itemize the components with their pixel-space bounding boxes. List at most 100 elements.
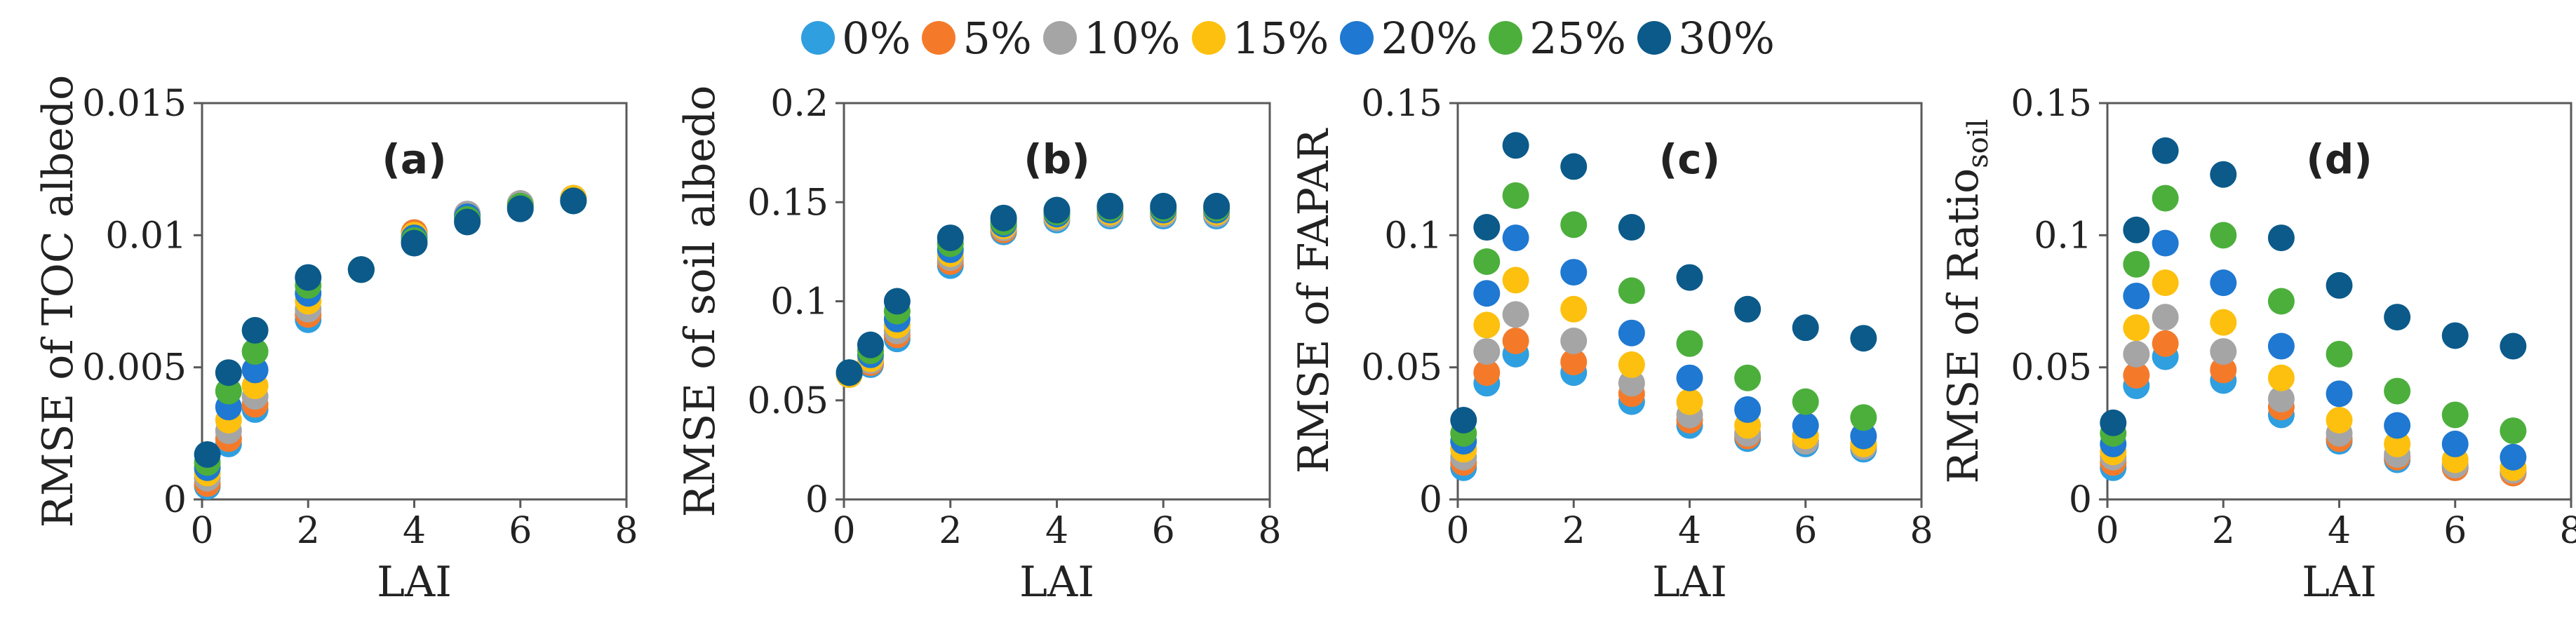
data-point <box>2500 417 2527 445</box>
legend-label-20: 20% <box>1381 12 1478 64</box>
data-point <box>560 187 587 215</box>
data-point <box>2441 430 2469 457</box>
data-point <box>1560 259 1588 286</box>
x-axis-label: LAI <box>1019 558 1094 607</box>
data-point <box>1560 328 1588 354</box>
y-tick-label: 0.15 <box>1361 83 1442 125</box>
data-point <box>1676 388 1703 415</box>
data-point <box>1502 182 1529 209</box>
x-tick-label: 6 <box>1794 510 1817 552</box>
x-tick-label: 0 <box>832 510 855 552</box>
x-tick-label: 8 <box>1258 510 1281 552</box>
x-tick-label: 4 <box>403 510 426 552</box>
data-point <box>1792 388 1819 415</box>
data-point <box>2152 184 2179 212</box>
data-point <box>2123 216 2150 243</box>
y-axis-label-text: RMSE of TOC albedo <box>34 75 83 528</box>
panel-label: (b) <box>1024 135 1090 183</box>
data-point <box>2384 412 2411 439</box>
data-point <box>241 338 269 365</box>
x-tick-label: 0 <box>190 510 213 552</box>
x-tick-label: 8 <box>615 510 638 552</box>
x-tick-label: 0 <box>1446 510 1469 552</box>
data-point <box>1473 311 1501 339</box>
data-point <box>1560 153 1588 180</box>
data-point <box>1473 280 1501 307</box>
data-point <box>1734 295 1762 323</box>
data-point <box>2123 340 2150 368</box>
x-tick-label: 4 <box>1045 510 1068 552</box>
data-point <box>1618 351 1645 378</box>
data-point <box>241 356 269 384</box>
y-tick-label: 0.05 <box>747 380 829 422</box>
data-point <box>2210 161 2237 188</box>
data-point <box>1792 412 1819 439</box>
legend-label-25: 25% <box>1529 12 1627 64</box>
data-point <box>2123 314 2150 342</box>
data-point <box>241 316 269 344</box>
y-axis-label-text: RMSE of FAPAR <box>1289 128 1339 473</box>
chart-panel-1: 0 2 4 6 8 0 0.005 0.01 0.015 LAI RMSE of TOC albed… <box>34 75 638 607</box>
data-point <box>1676 330 1703 357</box>
y-axis-label-text: RMSE of soil albedo <box>676 86 725 518</box>
data-point <box>2210 222 2237 249</box>
series-25pct <box>1450 182 1877 447</box>
legend-label-10: 10% <box>1083 12 1181 64</box>
data-point <box>1502 132 1529 159</box>
y-tick-label: 0.1 <box>2034 215 2092 257</box>
legend-label-30: 30% <box>1678 12 1775 64</box>
data-point <box>2152 330 2179 357</box>
data-point <box>1043 196 1071 224</box>
data-point <box>2210 269 2237 297</box>
data-point <box>1502 224 1529 252</box>
y-tick-label: 0.1 <box>1384 215 1442 257</box>
series-30pct <box>194 187 587 468</box>
data-point <box>2267 364 2295 391</box>
legend-swatch-20 <box>1340 21 1374 55</box>
data-point <box>2123 282 2150 309</box>
legend-swatch-5 <box>922 21 956 55</box>
legend-label-5: 5% <box>962 12 1032 64</box>
data-point <box>1203 192 1230 220</box>
data-point <box>2384 430 2411 457</box>
x-axis-label: LAI <box>1652 558 1727 607</box>
data-point <box>1473 338 1501 365</box>
legend-swatch-0 <box>801 21 836 55</box>
legend-swatch-15 <box>1191 21 1226 55</box>
data-point <box>2267 385 2295 412</box>
y-tick-label: 0.1 <box>770 281 829 323</box>
y-tick-label: 0.15 <box>747 182 829 224</box>
panel-label: (d) <box>2306 135 2373 183</box>
series-30pct <box>2100 137 2527 436</box>
legend-item-0: 0% <box>801 13 911 64</box>
series-30pct <box>836 192 1230 386</box>
data-point <box>1150 192 1177 220</box>
data-point <box>1850 422 1877 450</box>
data-point <box>2326 407 2353 433</box>
legend-item-20: 20% <box>1340 13 1477 64</box>
y-tick-label: 0.05 <box>1361 347 1442 389</box>
data-point <box>454 208 481 236</box>
y-axis-label-subscript: soil <box>1962 119 1994 168</box>
data-point <box>1560 349 1588 376</box>
data-point <box>1502 301 1529 328</box>
data-point <box>507 195 534 222</box>
data-point <box>1676 364 1703 391</box>
data-point <box>836 359 863 386</box>
data-point <box>2152 229 2179 257</box>
data-point <box>1618 214 1645 241</box>
chart-panel-4: 0 2 4 6 8 0 0.05 0.1 0.15 LAI RMSE of Ratiosoil (d) <box>1939 83 2576 607</box>
y-axis-label: RMSE of FAPAR <box>1289 128 1339 473</box>
y-tick-label: 0.15 <box>2011 83 2092 125</box>
x-tick-label: 8 <box>2559 510 2576 552</box>
y-tick-label: 0.05 <box>2011 347 2092 389</box>
legend-label-15: 15% <box>1232 12 1329 64</box>
x-tick-label: 2 <box>297 510 320 552</box>
data-point <box>1676 264 1703 291</box>
data-point <box>2384 377 2411 405</box>
y-axis-label-text: RMSE of Ratio <box>1939 168 1988 484</box>
data-point <box>1734 396 1762 423</box>
data-point <box>2210 338 2237 365</box>
data-point <box>2152 137 2179 164</box>
legend-item-25: 25% <box>1489 13 1626 64</box>
